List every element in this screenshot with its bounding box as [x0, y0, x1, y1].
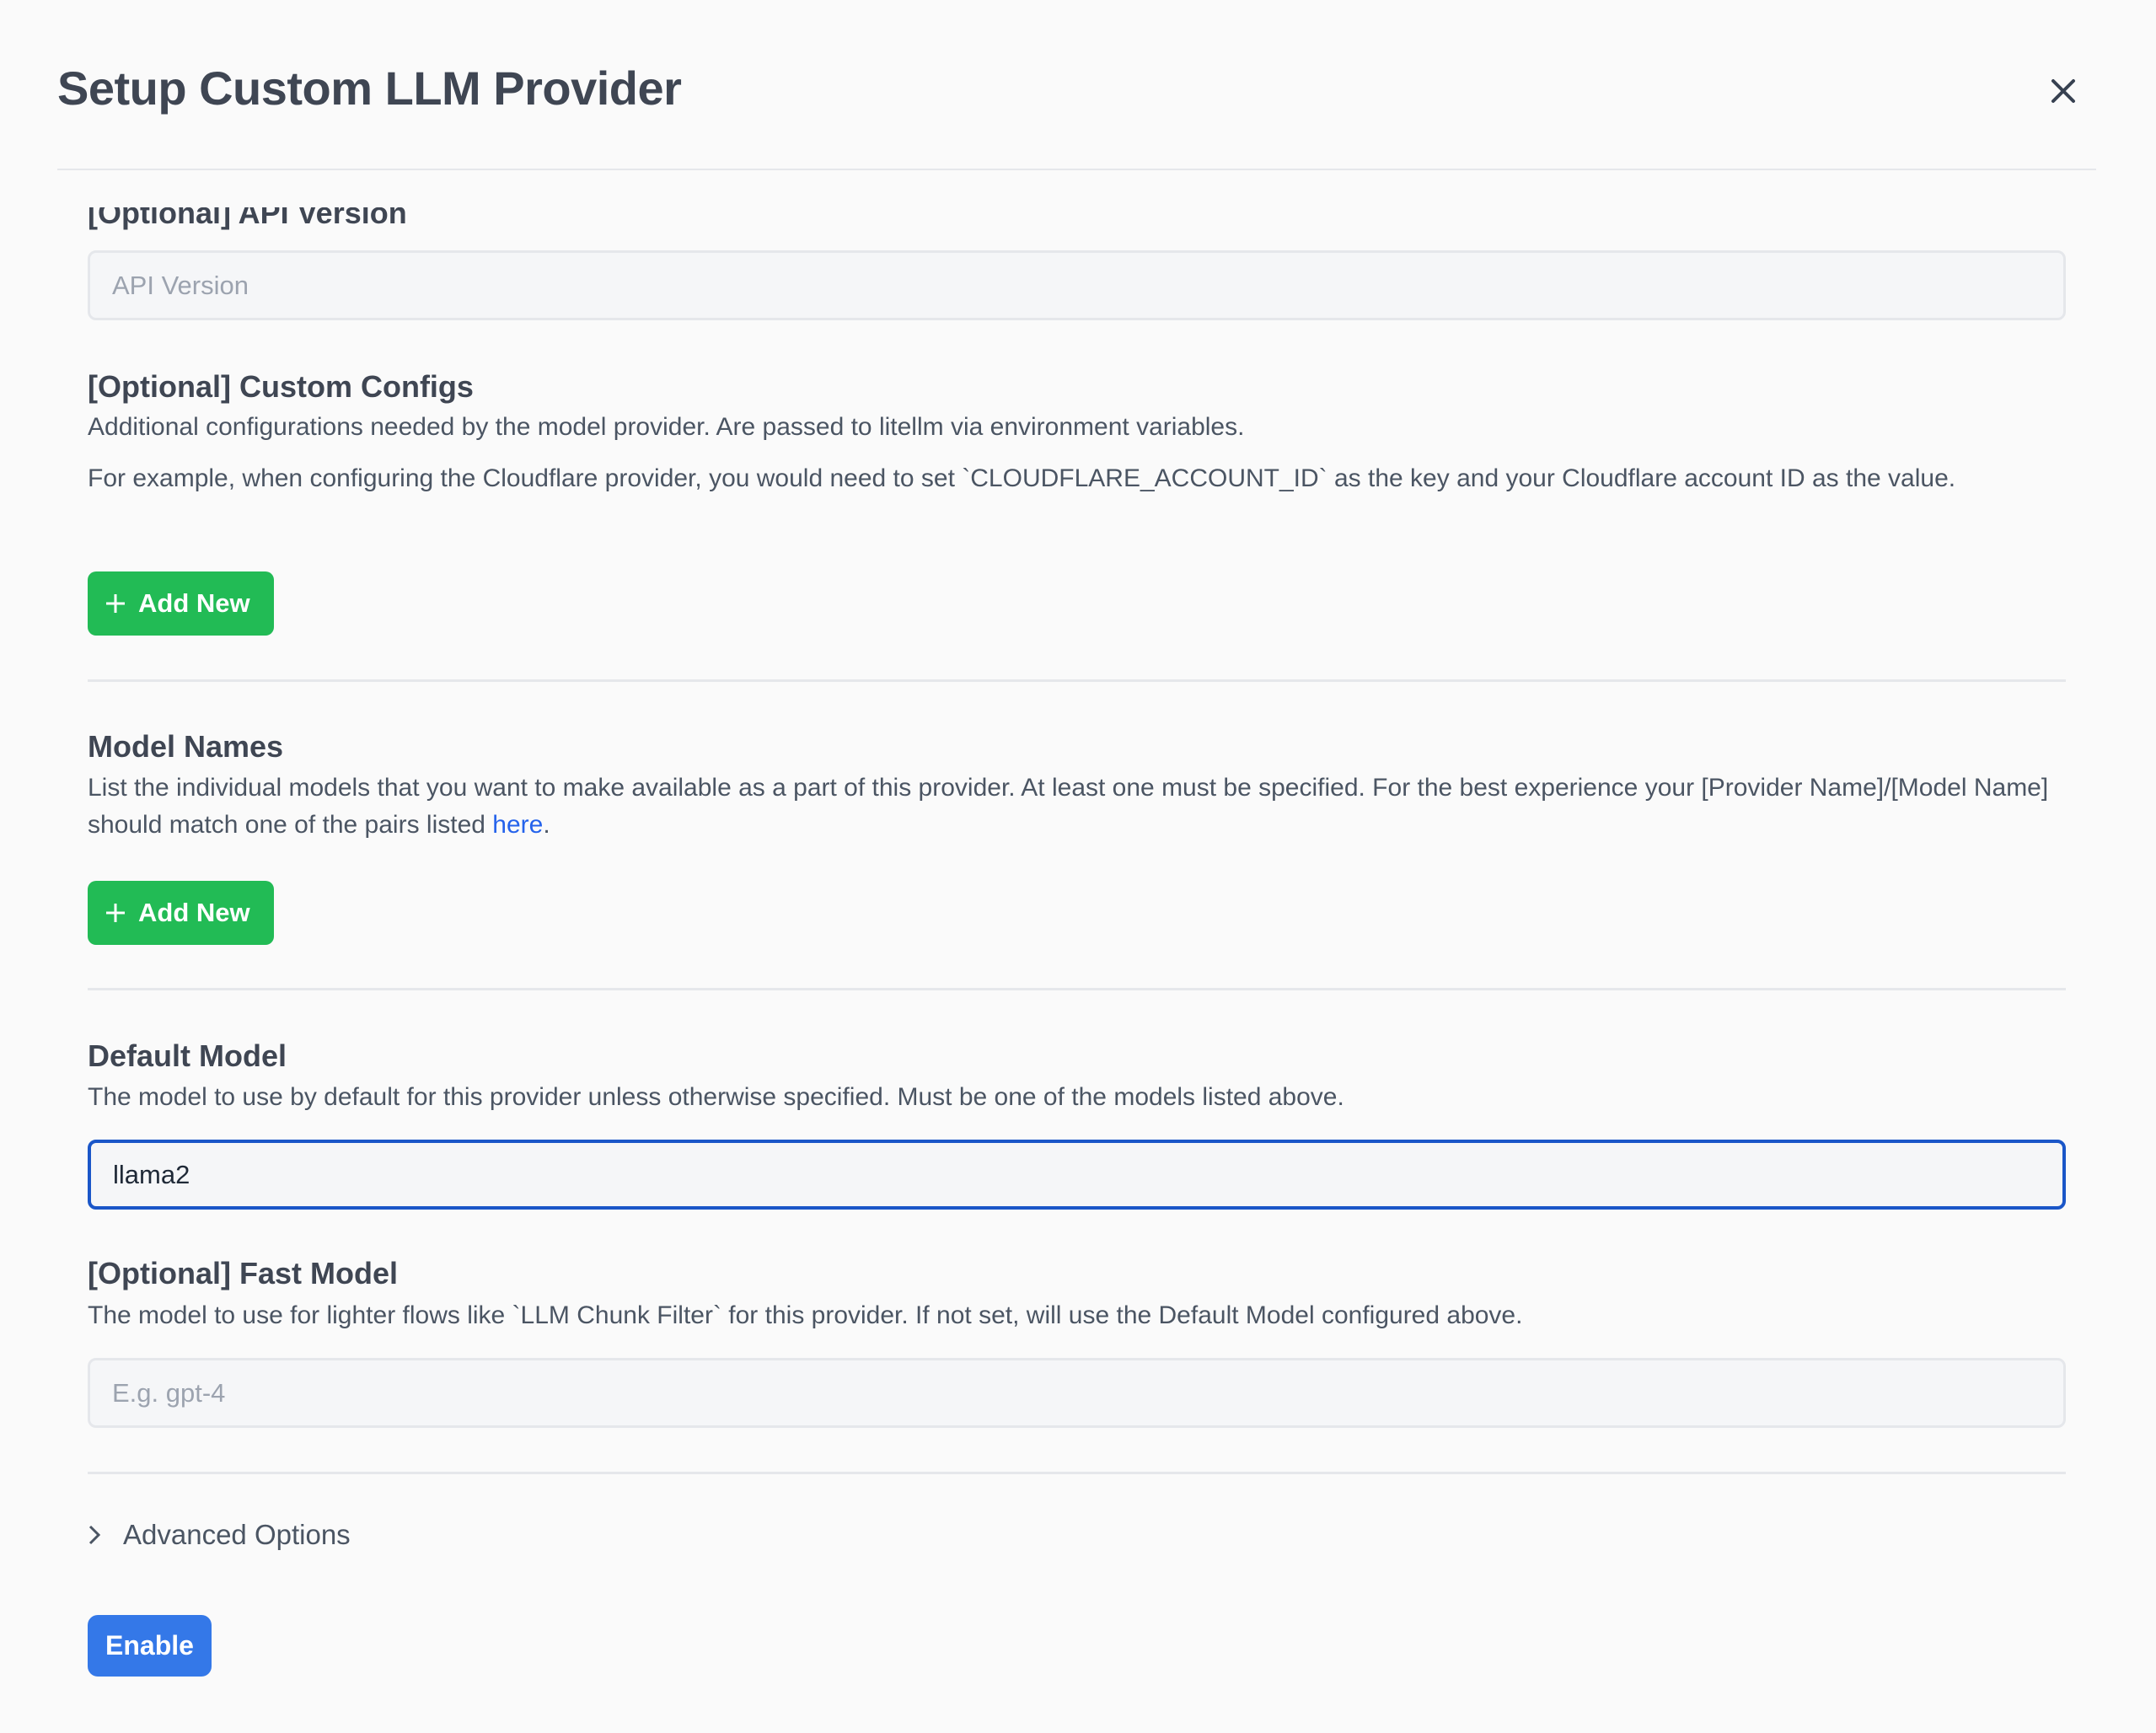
chevron-right-icon: [88, 1525, 101, 1545]
model-names-description-text: List the individual models that you want…: [88, 774, 2049, 839]
plus-icon: [106, 904, 125, 922]
dialog-body[interactable]: [Optional] API Version API Version [Opti…: [0, 207, 2156, 1733]
model-names-label: Model Names: [88, 729, 284, 764]
section-divider: [88, 1472, 2066, 1474]
add-custom-config-label: Add New: [138, 588, 250, 618]
add-model-name-label: Add New: [138, 898, 250, 927]
add-model-name-button[interactable]: Add New: [88, 881, 274, 945]
fast-model-label: [Optional] Fast Model: [88, 1256, 398, 1290]
default-model-input[interactable]: llama2: [88, 1140, 2066, 1210]
close-icon: [2051, 79, 2075, 103]
dialog-title: Setup Custom LLM Provider: [57, 62, 682, 115]
api-version-label: [Optional] API Version: [88, 207, 407, 230]
fast-model-input[interactable]: E.g. gpt-4: [88, 1358, 2066, 1428]
fast-model-description: The model to use for lighter flows like …: [88, 1301, 1523, 1329]
section-divider: [88, 679, 2066, 682]
enable-button[interactable]: Enable: [88, 1615, 212, 1677]
model-names-description: List the individual models that you want…: [88, 770, 2060, 844]
custom-configs-label: [Optional] Custom Configs: [88, 369, 474, 404]
here-link[interactable]: here: [492, 811, 544, 839]
advanced-options-label: Advanced Options: [123, 1519, 351, 1550]
default-model-label: Default Model: [88, 1038, 287, 1073]
custom-configs-description: Additional configurations needed by the …: [88, 413, 1245, 441]
api-version-input[interactable]: API Version: [88, 250, 2066, 320]
default-model-description: The model to use by default for this pro…: [88, 1083, 1344, 1111]
close-button[interactable]: [2043, 71, 2084, 111]
advanced-options-toggle[interactable]: Advanced Options: [88, 1519, 351, 1551]
section-divider: [88, 988, 2066, 990]
plus-icon: [106, 594, 125, 613]
add-custom-config-button[interactable]: Add New: [88, 571, 274, 636]
model-names-description-end: .: [543, 811, 550, 839]
custom-configs-example: For example, when configuring the Cloudf…: [88, 464, 1956, 492]
header-divider: [57, 169, 2096, 170]
